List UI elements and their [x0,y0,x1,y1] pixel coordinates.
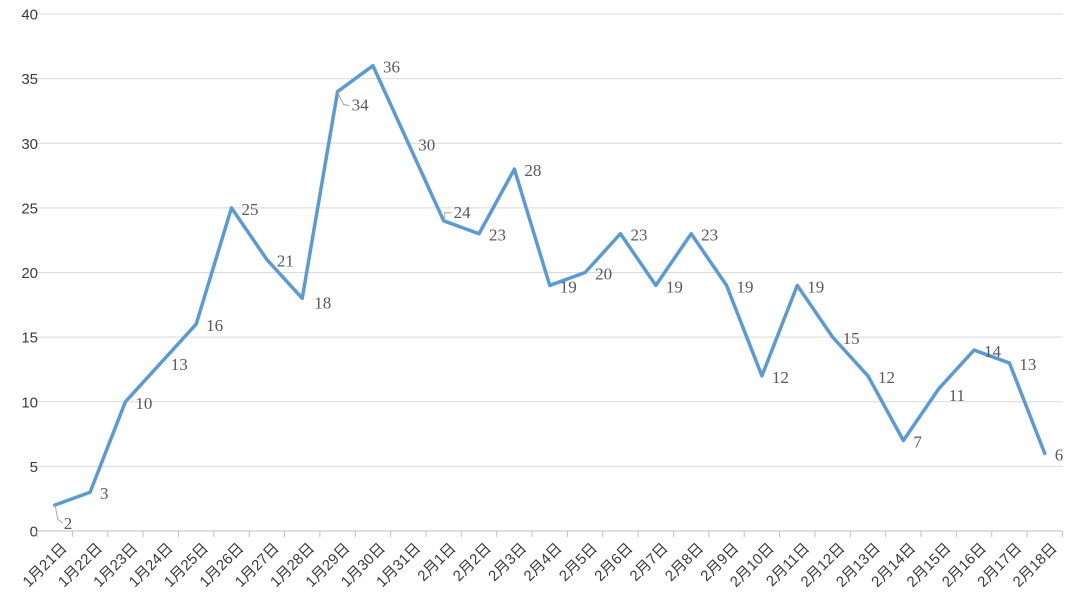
data-label: 34 [352,96,370,115]
data-label: 23 [489,226,506,245]
y-axis-tick-label: 35 [21,71,38,88]
data-label: 24 [454,203,472,222]
data-label: 25 [242,200,259,219]
y-axis-tick-label: 15 [21,330,38,347]
y-axis-tick-label: 20 [21,265,38,282]
data-label: 36 [383,58,400,77]
data-label: 10 [135,394,152,413]
data-label: 3 [100,484,109,503]
data-label: 20 [595,265,612,284]
data-label: 30 [418,135,435,154]
x-axis-tick-label: 2月4日 [521,540,566,585]
x-axis-tick-label: 2月2日 [450,540,495,585]
data-label: 15 [843,329,860,348]
x-axis-tick-label: 2月3日 [485,540,530,585]
data-label-leader-line [337,91,350,107]
data-label-leader-line [443,212,452,222]
data-label: 23 [630,226,647,245]
data-label: 19 [737,277,754,296]
data-label: 18 [314,293,331,312]
data-label: 12 [772,368,789,387]
data-label: 13 [171,355,188,374]
data-label: 16 [206,316,223,335]
data-series-line [52,63,1047,507]
x-axis-tick-label: 2月5日 [556,540,601,585]
data-label: 12 [878,368,895,387]
data-label: 2 [64,514,72,533]
data-label: 21 [277,252,294,271]
y-axis-tick-label: 40 [21,7,38,24]
data-label: 19 [666,277,683,296]
data-label: 13 [1019,355,1036,374]
data-label: 19 [807,277,824,296]
y-axis-tick-label: 25 [21,200,38,217]
data-label-leader-line [54,504,64,524]
data-label: 6 [1055,445,1064,464]
y-axis-tick-label: 5 [30,459,38,476]
x-axis-tick-label: 2月1日 [414,540,459,585]
x-axis-tick-label: 2月8日 [662,540,707,585]
data-label: 19 [560,277,577,296]
data-label: 23 [701,226,718,245]
y-axis-tick-label: 0 [30,524,38,541]
data-label: 28 [524,161,541,180]
data-label: 7 [913,433,922,452]
y-axis-tick-label: 30 [21,136,38,153]
y-axis-tick-label: 10 [21,394,38,411]
x-axis-tick-label: 2月7日 [627,540,672,585]
data-label: 14 [984,342,1002,361]
x-axis-tick-label: 2月6日 [591,540,636,585]
data-label: 11 [949,386,965,405]
